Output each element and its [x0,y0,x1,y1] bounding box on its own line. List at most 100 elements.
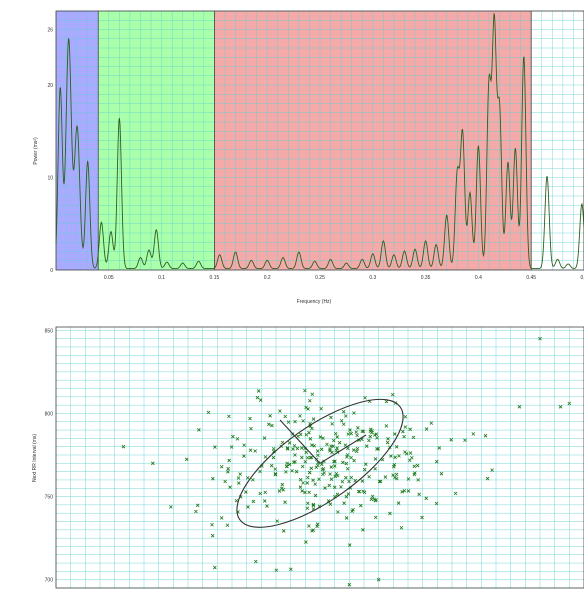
scatter-point-232 [258,398,263,402]
scatter-ytick-2: 800 [45,411,54,417]
scatter-point-140 [285,446,290,450]
scatter-point-196 [286,420,291,424]
scatter-point-262 [483,433,488,438]
scatter-point-197 [336,510,340,514]
scatter-point-297 [412,472,417,477]
scatter-ylabel: Next RR Interval (ms) [32,434,38,482]
scatter-point-243 [354,449,359,454]
scatter-point-318 [271,446,276,451]
scatter-point-96 [219,516,224,520]
scatter-point-61 [333,459,337,464]
spectrum-ytick-3: 26 [47,28,53,34]
scatter-point-210 [304,540,308,544]
scatter-point-219 [394,472,399,477]
scatter-point-268 [331,444,335,448]
scatter-point-117 [453,491,458,496]
scatter-point-215 [374,432,379,436]
scatter-point-33 [329,477,334,481]
scatter-point-179 [301,419,305,423]
scatter-point-160 [396,501,401,505]
scatter-point-139 [397,454,401,458]
spectrum-xtick-6: 0.35 [421,275,431,281]
scatter-point-24 [213,445,217,449]
scatter-point-272 [415,463,420,468]
scatter-point-123 [352,411,356,415]
scatter-point-205 [408,451,413,455]
scatter-point-329 [390,392,395,397]
scatter-point-116 [485,476,490,481]
scatter-point-274 [401,429,405,434]
scatter-point-299 [376,447,381,451]
scatter-point-319 [311,503,316,508]
scatter-point-180 [312,443,317,448]
scatter-point-285 [255,395,260,400]
scatter-point-175 [386,437,390,441]
spectrum-xtick-7: 0.4 [475,275,482,281]
scatter-point-144 [292,443,297,448]
spectrum-xtick-5: 0.3 [369,275,376,281]
scatter-point-204 [350,509,354,513]
scatter-point-250 [304,450,309,455]
scatter-point-75 [439,471,444,476]
spectrum-xtick-3: 0.2 [264,275,271,281]
scatter-point-186 [313,482,318,486]
scatter-point-128 [361,489,365,494]
scatter-point-9 [341,422,346,427]
scatter-point-249 [258,491,263,496]
scatter-point-110 [293,453,297,457]
scatter-point-20 [272,449,276,454]
scatter-point-330 [121,444,126,449]
scatter-point-287 [356,489,361,494]
scatter-point-92 [341,460,345,465]
scatter-point-231 [184,457,189,462]
scatter-frame [55,326,584,589]
scatter-point-45 [305,506,310,511]
scatter-point-331 [538,336,542,341]
scatter-point-266 [344,516,349,520]
scatter-point-89 [249,426,253,431]
scatter-point-251 [347,479,351,484]
scatter-point-55 [463,438,467,443]
scatter-point-314 [300,464,305,469]
scatter-point-310 [341,409,346,414]
scatter-point-78 [298,485,303,489]
scatter-point-292 [271,455,276,460]
scatter-point-16 [403,425,408,429]
scatter-point-34 [298,477,303,482]
scatter-point-261 [311,417,316,421]
scatter-point-293 [349,431,353,436]
spectrum-plot: 0.05 0.1 0.15 0.2 0.25 0.3 0.35 0.4 0.45 0.5 0 10 20… [47,10,584,281]
spectrum-xtick-0: 0.05 [104,275,114,281]
scatter-point-267 [253,449,258,453]
scatter-point-306 [384,424,389,428]
scatter-point-199 [223,479,227,484]
scatter-point-122 [321,472,325,477]
scatter-point-333 [567,401,572,406]
scatter-point-15 [313,493,318,498]
spectrum-xtick-9: 0.5 [581,275,584,281]
scatter-point-7 [345,466,350,471]
scatter-point-258 [231,434,235,439]
scatter-point-192 [330,422,335,426]
scatter-point-263 [377,479,382,484]
scatter-point-56 [429,421,434,425]
scatter-point-47 [308,437,313,441]
scatter-point-327 [352,458,356,463]
scatter-point-172 [334,471,339,476]
scatter-point-302 [368,427,373,432]
scatter-point-304 [348,428,352,432]
scatter-point-241 [315,522,320,526]
scatter-point-211 [285,464,289,469]
scatter-point-127 [277,489,282,493]
scatter-point-23 [262,499,267,503]
scatter-point-58 [228,485,232,489]
spectrum-ytick-1: 10 [47,176,53,182]
scatter-point-115 [325,442,329,447]
scatter-point-145 [238,472,243,476]
scatter-point-124 [246,505,250,509]
scatter-point-182 [300,455,304,460]
scatter-point-280 [343,443,348,447]
scatter-point-83 [287,462,292,467]
spectrum-frame [55,10,584,271]
scatter-point-103 [328,502,333,506]
